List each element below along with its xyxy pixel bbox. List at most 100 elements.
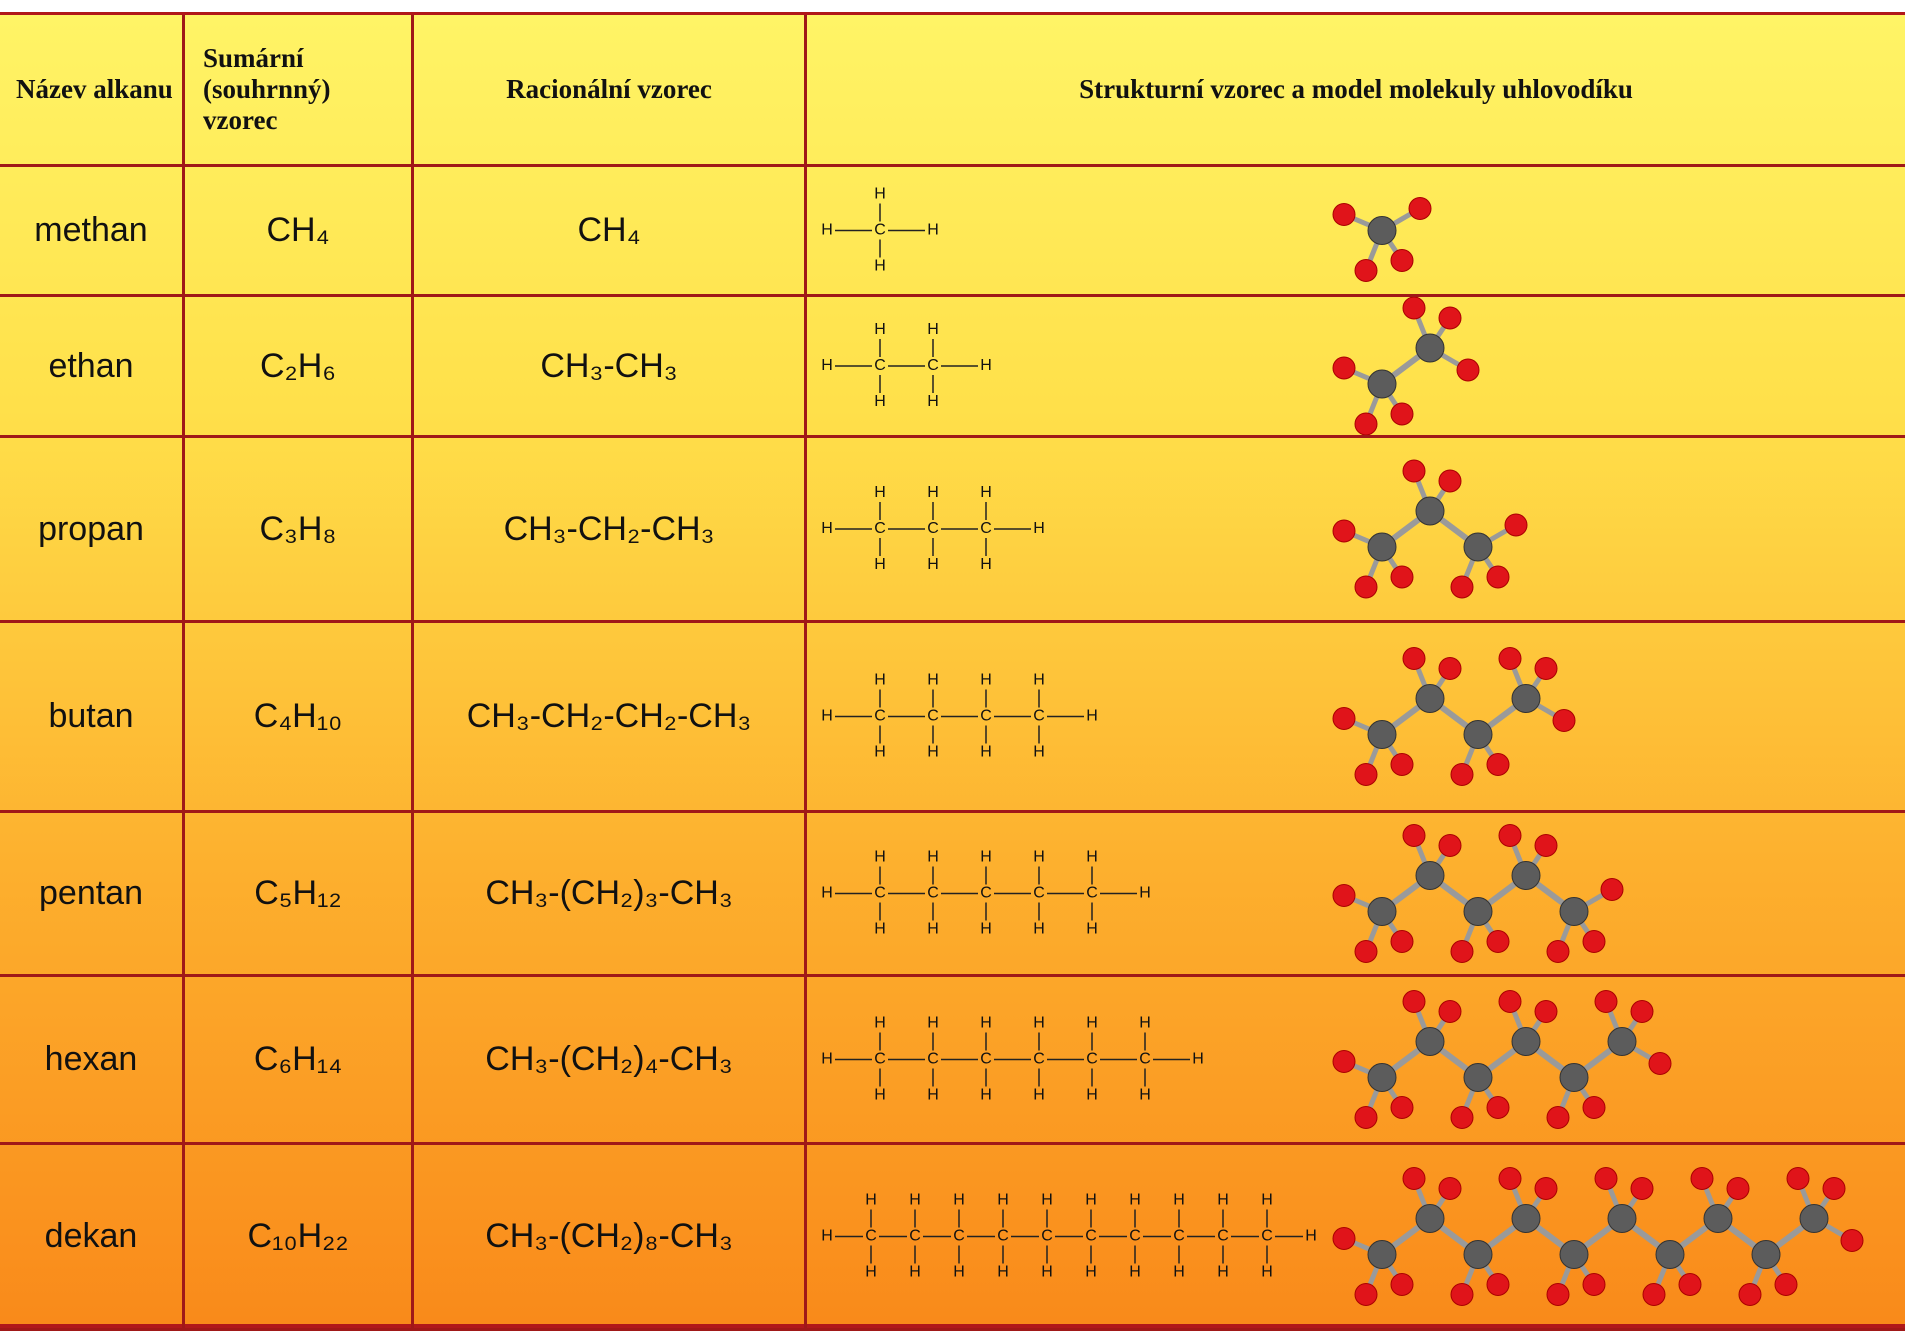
carbon-atom: C (874, 708, 886, 725)
carbon-atom: C (1261, 1228, 1273, 1245)
hydrogen-atom: H (1261, 1192, 1273, 1209)
hydrogen-atom: H (874, 744, 886, 761)
carbon-atom: C (927, 708, 939, 725)
hydrogen-ball (1402, 647, 1426, 670)
carbon-ball (1367, 897, 1397, 926)
hydrogen-atom: H (874, 672, 886, 689)
column-header: Strukturní vzorec a model molekuly uhlov… (807, 15, 1905, 167)
carbon-atom: C (1086, 1051, 1098, 1068)
hydrogen-atom: H (821, 222, 833, 239)
hydrogen-ball (1630, 1177, 1654, 1200)
hydrogen-ball (1332, 203, 1356, 226)
carbon-atom: C (1085, 1228, 1097, 1245)
hydrogen-atom: H (1139, 1087, 1151, 1104)
hydrogen-ball (1390, 565, 1414, 589)
hydrogen-atom: H (1033, 1087, 1045, 1104)
structure-drawing: H C H H C H H C H H H (821, 459, 1528, 599)
hydrogen-ball (1738, 1283, 1762, 1306)
hydrogen-ball (1822, 1177, 1846, 1200)
hydrogen-atom: H (980, 672, 992, 689)
hydrogen-atom: H (874, 1015, 886, 1032)
hydrogen-atom: H (1033, 921, 1045, 938)
carbon-atom: C (874, 1051, 886, 1068)
carbon-atom: C (1086, 885, 1098, 902)
hydrogen-atom: H (980, 849, 992, 866)
carbon-atom: C (874, 885, 886, 902)
structure-cell: H C H H C H H C H H C H H C H H C H H H (807, 977, 1905, 1145)
carbon-atom: C (874, 357, 886, 374)
carbon-ball (1511, 1204, 1541, 1233)
hydrogen-atom: H (927, 849, 939, 866)
hydrogen-ball (1678, 1273, 1702, 1296)
column-header: Sumární (souhrnný) vzorec (185, 15, 414, 167)
hydrogen-ball (1390, 1273, 1414, 1296)
carbon-ball (1511, 684, 1541, 713)
carbon-ball (1703, 1204, 1733, 1233)
structure-drawing: H C H H C H H C H H C H H H (821, 647, 1576, 786)
hydrogen-ball (1534, 834, 1558, 857)
hydrogen-ball (1402, 459, 1426, 483)
carbon-atom: C (1129, 1228, 1141, 1245)
structure-drawing: H C H H C H H C H H C H H C H H H (821, 824, 1624, 963)
hydrogen-atom: H (909, 1264, 921, 1281)
hydrogen-atom: H (1086, 708, 1098, 725)
hydrogen-atom: H (997, 1264, 1009, 1281)
carbon-atom: C (997, 1228, 1009, 1245)
summary-formula: CH₄ (185, 167, 414, 297)
alkane-name: methan (0, 167, 185, 297)
hydrogen-atom: H (909, 1192, 921, 1209)
carbon-atom: C (980, 520, 992, 537)
structure-drawing: H C H H C H H C H H C H H C H H C H H H (821, 990, 1672, 1129)
structure-cell: H C H H C H H H (807, 297, 1905, 438)
hydrogen-atom: H (1086, 921, 1098, 938)
hydrogen-ball (1438, 834, 1462, 857)
hydrogen-atom: H (927, 321, 939, 338)
hydrogen-atom: H (874, 258, 886, 275)
hydrogen-atom: H (1139, 885, 1151, 902)
hydrogen-atom: H (953, 1264, 965, 1281)
hydrogen-atom: H (1173, 1264, 1185, 1281)
hydrogen-atom: H (927, 744, 939, 761)
hydrogen-atom: H (1086, 849, 1098, 866)
hydrogen-ball (1498, 990, 1522, 1013)
hydrogen-ball (1390, 930, 1414, 953)
hydrogen-ball (1438, 306, 1462, 330)
hydrogen-atom: H (1033, 849, 1045, 866)
hydrogen-atom: H (874, 484, 886, 501)
hydrogen-ball (1552, 709, 1576, 732)
hydrogen-ball (1456, 358, 1480, 382)
structure-cell: H C H H C H H C H H C H H H (807, 623, 1905, 813)
hydrogen-atom: H (1139, 1015, 1151, 1032)
carbon-atom: C (927, 885, 939, 902)
alkane-name: ethan (0, 297, 185, 438)
alkane-name: hexan (0, 977, 185, 1145)
hydrogen-atom: H (1085, 1192, 1097, 1209)
carbon-ball (1607, 1204, 1637, 1233)
hydrogen-ball (1450, 1283, 1474, 1306)
alkane-name: propan (0, 438, 185, 623)
rational-formula: CH₃-(CH₂)₈-CH₃ (414, 1145, 807, 1331)
hydrogen-ball (1402, 1167, 1426, 1190)
hydrogen-atom: H (874, 921, 886, 938)
carbon-atom: C (909, 1228, 921, 1245)
carbon-ball (1415, 1027, 1445, 1056)
column-header: Název alkanu (0, 15, 185, 167)
carbon-ball (1559, 1240, 1589, 1269)
hydrogen-ball (1354, 1283, 1378, 1306)
carbon-atom: C (1033, 708, 1045, 725)
summary-formula: C₂H₆ (185, 297, 414, 438)
hydrogen-atom: H (980, 357, 992, 374)
hydrogen-ball (1438, 1000, 1462, 1023)
hydrogen-ball (1402, 824, 1426, 847)
hydrogen-ball (1486, 930, 1510, 953)
hydrogen-atom: H (1033, 1015, 1045, 1032)
hydrogen-atom: H (980, 556, 992, 573)
hydrogen-ball (1486, 753, 1510, 776)
hydrogen-atom: H (874, 849, 886, 866)
hydrogen-ball (1438, 657, 1462, 680)
hydrogen-atom: H (1033, 520, 1045, 537)
hydrogen-atom: H (1086, 1015, 1098, 1032)
hydrogen-atom: H (927, 556, 939, 573)
rational-formula: CH₃-CH₃ (414, 297, 807, 438)
